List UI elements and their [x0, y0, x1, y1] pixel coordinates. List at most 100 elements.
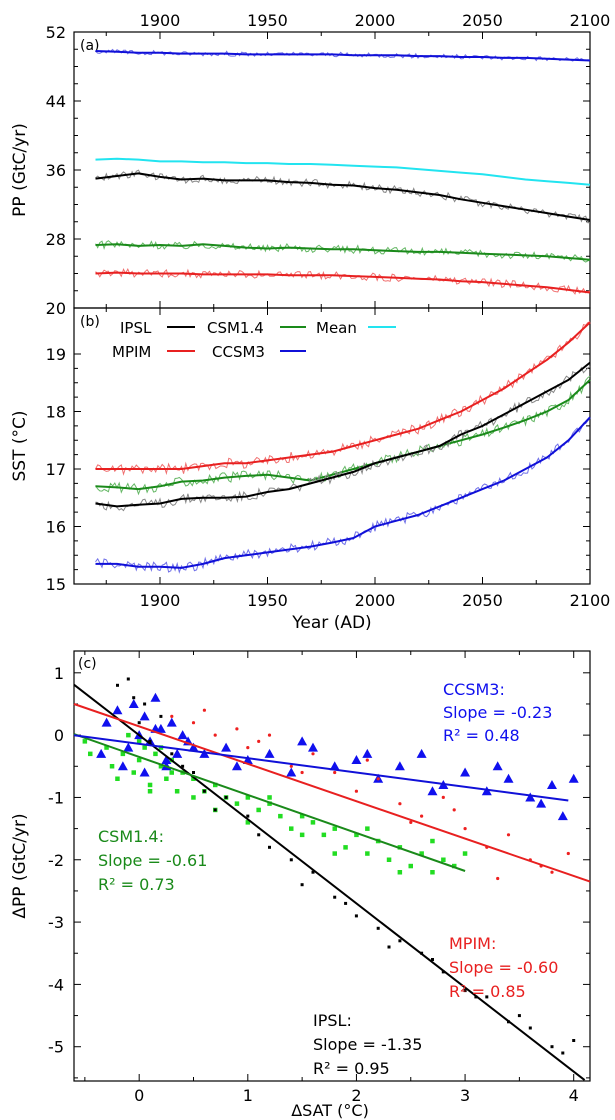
point-csm14 [386, 857, 392, 862]
point-mpim [333, 770, 337, 775]
annotation-csm14: CSM1.4: Slope = -0.61 R² = 0.73 [98, 827, 207, 894]
point-mpim [365, 758, 369, 762]
panel-c-frame [73, 650, 591, 1082]
point-csm14 [131, 770, 136, 775]
y-tick-label: 20 [46, 299, 66, 318]
point-ccsm3 [460, 767, 471, 777]
point-ccsm3 [557, 811, 568, 821]
point-mpim [409, 820, 413, 825]
series-line-ccsm3 [95, 416, 591, 569]
x-tick-label: 1900 [140, 11, 181, 30]
point-ipsl [376, 926, 380, 930]
point-csm14 [147, 782, 153, 788]
legend-label-mean: Mean [316, 319, 357, 337]
point-csm14 [408, 863, 413, 869]
y-tick-label: -5 [48, 1038, 64, 1057]
annotation-ipsl-slope: Slope = -1.35 [313, 1035, 422, 1054]
point-ipsl [550, 1045, 554, 1049]
point-ipsl [143, 702, 147, 706]
y-tick-label: -1 [48, 788, 64, 807]
point-mpim [550, 870, 554, 874]
point-csm14 [332, 826, 337, 831]
point-csm14 [299, 813, 305, 819]
point-csm14 [120, 751, 126, 757]
point-csm14 [104, 745, 109, 750]
point-mpim [496, 876, 500, 881]
point-ccsm3 [416, 748, 427, 758]
point-ccsm3 [394, 761, 405, 771]
x-tick-label: 2100 [570, 11, 611, 30]
series-line-csm14 [95, 243, 591, 261]
point-ipsl [398, 939, 402, 943]
point-csm14 [158, 764, 164, 769]
point-csm14 [115, 776, 120, 781]
point-ipsl [268, 845, 271, 849]
point-csm14 [278, 813, 283, 819]
point-ccsm3 [362, 748, 373, 758]
point-csm14 [256, 807, 261, 813]
x-tick-label: 2000 [355, 11, 396, 30]
point-ipsl [159, 714, 163, 718]
point-ccsm3 [96, 748, 107, 758]
panel-c-ylabel: ΔPP (GtC/yr) [10, 813, 30, 918]
point-ccsm3 [177, 730, 188, 740]
point-mpim [213, 733, 217, 737]
point-ccsm3 [536, 798, 547, 808]
point-csm14 [441, 857, 446, 862]
y-tick-label: 36 [46, 161, 66, 180]
panel-b-axes: 1900 1950 2000 2050 2100 15 16 17 18 19 [46, 308, 610, 610]
series-line-mpim [95, 321, 591, 470]
panel-a-frame [73, 31, 591, 309]
point-ccsm3 [351, 755, 362, 765]
point-ccsm3 [307, 742, 318, 752]
annotation-ccsm3-r2: R² = 0.48 [443, 726, 520, 745]
point-ccsm3 [101, 717, 112, 727]
point-ipsl [213, 808, 217, 812]
point-csm14 [169, 770, 174, 775]
point-csm14 [430, 838, 435, 844]
y-tick-label: 19 [46, 345, 66, 364]
point-csm14 [365, 826, 370, 831]
panel-b-legend: IPSL CSM1.4 Mean MPIM CCSM3 [112, 319, 396, 361]
point-mpim [311, 752, 315, 756]
point-csm14 [109, 764, 115, 769]
panel-a-label: (a) [80, 38, 100, 54]
series-annual-mpim [95, 321, 591, 476]
panel-c-label: (c) [78, 656, 97, 672]
point-csm14 [191, 776, 196, 781]
point-mpim [257, 739, 261, 744]
point-ccsm3 [139, 711, 150, 721]
point-csm14 [452, 863, 457, 869]
point-ipsl [224, 795, 228, 799]
annotation-ccsm3-title: CCSM3: [443, 680, 505, 699]
point-ipsl [485, 995, 489, 999]
panel-c-xlabel: ΔSAT (°C) [291, 1101, 369, 1120]
panel-a-axes: 1900 1950 2000 2050 2100 20 28 36 44 52 [46, 11, 611, 318]
y-tick-label: 18 [46, 403, 66, 422]
point-ipsl [528, 1026, 532, 1030]
point-mpim [441, 795, 445, 800]
series-line-ccsm3 [95, 50, 591, 62]
series-line-ipsl [95, 172, 591, 221]
series-annual-ccsm3 [95, 417, 591, 574]
y-tick-label: 52 [46, 23, 66, 42]
point-ccsm3 [188, 742, 199, 752]
series-line-ipsl [95, 361, 591, 508]
panel-b-frame [73, 307, 591, 585]
panel-b-sst-timeseries: (b) SST (°C) Year (AD) 1900 1950 2000 2050 2… [10, 307, 610, 633]
y-tick-label: 16 [46, 518, 66, 537]
point-ipsl [126, 677, 130, 681]
x-tick-label: 4 [569, 1086, 579, 1105]
point-ipsl [289, 858, 293, 862]
panel-c-axes: 0 1 2 3 4 -5 -4 -3 -2 -1 0 1 [48, 651, 590, 1105]
point-mpim [300, 770, 304, 775]
regression-line-csm14 [73, 733, 466, 872]
panel-a-series [95, 48, 591, 295]
point-ipsl [202, 789, 206, 793]
point-ipsl [311, 870, 315, 874]
y-tick-label: 15 [46, 575, 66, 594]
point-ccsm3 [503, 773, 514, 783]
series-line-csm14 [95, 379, 591, 491]
series-line-mean [95, 157, 591, 186]
